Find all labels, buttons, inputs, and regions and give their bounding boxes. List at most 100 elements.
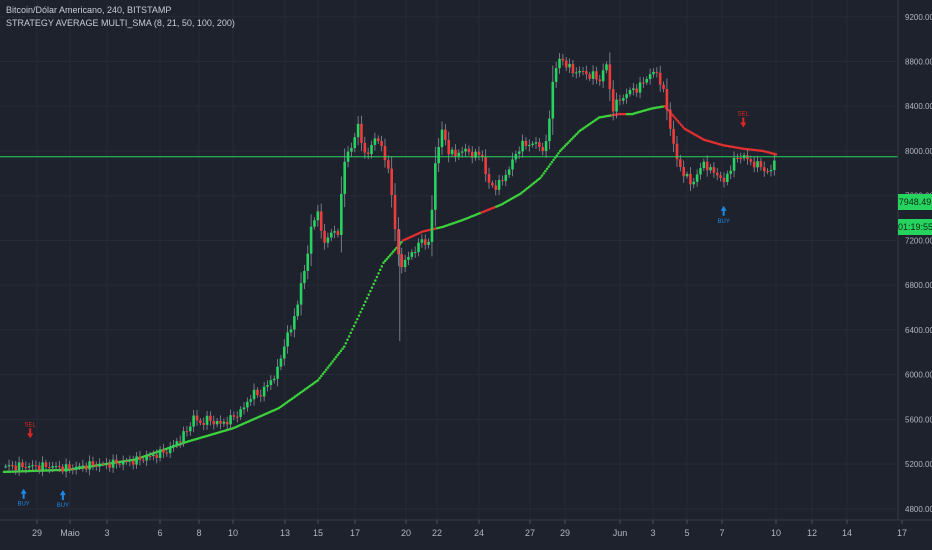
candle-body — [11, 465, 14, 467]
candle-body — [370, 144, 373, 155]
sma-point — [357, 314, 361, 317]
candle-body — [413, 252, 417, 254]
candle-body — [689, 173, 692, 185]
sell-label: SEL — [738, 111, 750, 117]
candle-body — [383, 146, 387, 161]
buy-arrow-icon — [720, 205, 727, 216]
candle-body — [403, 259, 407, 268]
candle-body — [222, 421, 226, 424]
candle-body — [105, 463, 108, 465]
candle-body — [652, 71, 655, 75]
candle-body — [303, 270, 306, 284]
candle-body — [141, 459, 145, 461]
sma-point — [359, 310, 362, 314]
indicator-title[interactable]: STRATEGY AVERAGE MULTI_SMA (8, 21, 50, 1… — [6, 18, 235, 28]
candle-body — [336, 231, 340, 235]
sma-point — [346, 338, 349, 342]
x-tick-label: 10 — [771, 528, 781, 538]
candle-body — [521, 140, 524, 152]
candle-body — [111, 459, 115, 468]
buy-label: BUY — [57, 503, 69, 509]
sell-arrow-icon — [27, 428, 34, 439]
candle-body — [470, 151, 474, 158]
candle-body — [199, 420, 202, 424]
candle-body — [494, 185, 498, 190]
x-axis[interactable]: 29 Maio 3 6 8 10 13 15 17 20 22 24 27 29 Jun 3 5 7 10 12 14 1… — [32, 520, 907, 538]
candle-body — [91, 461, 95, 466]
candle-body — [78, 466, 81, 468]
sma-point — [542, 172, 545, 175]
candle-body — [249, 399, 253, 402]
x-tick-label: 14 — [842, 528, 852, 538]
candle-body — [527, 144, 531, 146]
candle-body — [356, 123, 360, 138]
candle-body — [259, 395, 263, 397]
candle-body — [128, 460, 132, 462]
candle-body — [464, 148, 467, 152]
candle-body — [444, 129, 447, 140]
candle-body — [648, 74, 652, 80]
sma-point — [544, 169, 547, 173]
sma-point — [382, 261, 385, 265]
candle-body — [454, 149, 457, 157]
signals: SEL BUY BUY BUY SEL — [17, 111, 749, 509]
sma-point — [679, 123, 683, 127]
candle-body — [256, 389, 259, 396]
candle-body — [564, 60, 568, 68]
x-tick-label: 5 — [684, 528, 689, 538]
candle-body — [108, 463, 112, 468]
candle-body — [507, 169, 511, 175]
candle-body — [501, 180, 504, 182]
candle-body — [611, 89, 615, 112]
candle-body — [541, 146, 545, 152]
candle-body — [376, 138, 380, 142]
sma-point — [555, 154, 559, 157]
sma-point — [351, 328, 354, 331]
candle-body — [705, 161, 709, 171]
candle-body — [165, 452, 169, 454]
candle-body — [450, 149, 454, 155]
sma-point — [347, 335, 351, 338]
candle-body — [21, 462, 24, 468]
sma-point — [560, 148, 563, 151]
candle-body — [138, 456, 142, 460]
candle-body — [101, 463, 105, 465]
sma-point — [545, 167, 549, 171]
candle-body — [410, 252, 414, 257]
x-tick-label: 6 — [157, 528, 162, 538]
sma-point — [392, 250, 395, 253]
candle-body — [34, 465, 38, 467]
candle-body — [232, 415, 236, 417]
candle-body — [397, 229, 400, 255]
candle-body — [121, 461, 125, 465]
candle-body — [417, 242, 420, 253]
candle-body — [578, 70, 581, 73]
candle-body — [437, 147, 440, 164]
candle-body — [272, 378, 276, 381]
candle-body — [702, 161, 706, 169]
sma-point — [567, 141, 570, 144]
sell-arrow-icon — [740, 117, 747, 128]
y-tick-label: 6000.00 — [905, 371, 932, 380]
sma-point — [573, 134, 577, 138]
candle-body — [773, 160, 776, 171]
sma-point — [326, 366, 330, 369]
candle-body — [316, 211, 320, 221]
candle-body — [749, 159, 753, 162]
symbol-title: Bitcoin/Dólar Americano, 240, BITSTAMP — [6, 5, 172, 15]
candle-body — [574, 72, 578, 74]
candle-body — [31, 465, 34, 467]
grid — [0, 0, 898, 520]
candle-body — [497, 180, 501, 190]
candle-body — [306, 253, 310, 271]
buy-signal: BUY — [17, 488, 30, 508]
candle-body — [739, 158, 743, 160]
candle-body — [517, 151, 521, 154]
candle-body — [588, 74, 592, 79]
sma-point — [552, 158, 555, 162]
candle-body — [289, 329, 293, 333]
candle-body — [27, 466, 31, 468]
candle-body — [239, 409, 242, 417]
